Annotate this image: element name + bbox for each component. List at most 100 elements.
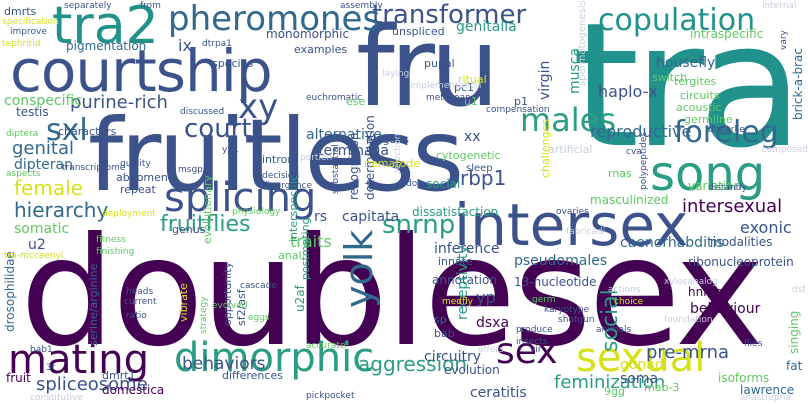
word: ribonucleoprotein [688, 255, 794, 269]
word: abdomen [116, 171, 168, 184]
word: intraspecific [690, 27, 764, 41]
word: sp [434, 313, 447, 326]
word: domestica [102, 383, 165, 397]
word: elegans [366, 133, 410, 146]
word: annotation [432, 273, 497, 287]
word: differences [222, 369, 283, 382]
word: challenges [539, 118, 552, 178]
word: distantly [708, 183, 748, 193]
word: cytogenetic [436, 149, 501, 162]
word: compensation [486, 105, 550, 115]
word: deployment [102, 209, 156, 219]
word: sxl [46, 113, 88, 148]
word: quality [120, 159, 151, 169]
word: ritual [458, 73, 487, 86]
word: reproductive [590, 122, 692, 141]
word: splicing [164, 175, 317, 221]
word: feminization [554, 372, 666, 393]
word: dtrpa1 [202, 39, 232, 49]
word: pickpocket [306, 391, 355, 401]
word: cascade [240, 281, 277, 291]
word: copulation [598, 3, 756, 38]
word: 13-nucleotide [514, 275, 597, 289]
word: somatic [14, 221, 70, 237]
word: innate [438, 255, 473, 268]
word: produce [516, 325, 553, 335]
word: brick-a-brac [791, 48, 805, 120]
word: circuits [680, 89, 720, 102]
word: fat [786, 359, 803, 373]
word: cva [626, 147, 642, 157]
word: repeat [120, 183, 156, 196]
word: internal [762, 1, 797, 11]
word: variation [688, 179, 742, 193]
word: actions [608, 285, 641, 295]
word: fruitless [88, 97, 464, 214]
word: eggs [248, 313, 270, 323]
word: u1 [464, 95, 478, 108]
word: genus [172, 223, 206, 236]
word: 3r [46, 363, 56, 373]
word: germline [684, 113, 733, 126]
word: specification [2, 17, 59, 27]
word: fruit [6, 371, 31, 385]
word: portion [300, 153, 333, 163]
word: diptera [6, 129, 39, 139]
word: foreleg [674, 115, 779, 150]
word: vibrate [177, 283, 190, 322]
word: masculinized [590, 193, 669, 207]
word: fabricadi [566, 227, 606, 237]
word: heads [126, 287, 154, 297]
word: intersexual [682, 196, 783, 217]
word: fru [356, 3, 500, 131]
word: germ [532, 295, 556, 305]
word: bab1 [30, 345, 53, 355]
word: lawrence [740, 383, 795, 397]
word: snrnp [382, 210, 456, 240]
word: rs [314, 209, 328, 225]
word: tra [572, 0, 804, 186]
word: choice [614, 297, 644, 307]
word: exonic [740, 218, 792, 237]
word: evolved [212, 301, 248, 311]
word: pre-mrna [646, 342, 730, 363]
word: fitness [96, 235, 126, 245]
word: 9gg [604, 385, 625, 398]
word: behaviour [690, 301, 761, 317]
word: transformer [372, 0, 527, 30]
word: isoforms [718, 371, 770, 385]
word: pc1 [454, 81, 475, 94]
word: decision [262, 171, 300, 181]
word: pheromones [168, 0, 381, 39]
word: gonad [620, 357, 664, 373]
word: inference [434, 241, 500, 257]
word: postmating [299, 217, 312, 280]
word: species [212, 57, 254, 70]
word: xy [238, 87, 279, 127]
word: tra-mccaenyl [4, 251, 64, 261]
word: spliceosome [36, 374, 148, 395]
word: evolution [444, 363, 500, 377]
word: dmrts [4, 5, 37, 18]
word: doublesex [20, 206, 764, 380]
word: genitalia [456, 19, 517, 35]
word: separately [64, 1, 112, 11]
word: virgin [537, 60, 553, 100]
word: discussed [180, 107, 225, 117]
word: song [650, 146, 766, 202]
word: characters [58, 125, 117, 138]
word: examples [294, 43, 348, 56]
word: karyotype [544, 305, 590, 315]
word: constitutive [30, 393, 84, 403]
word: nematode [364, 157, 420, 170]
word: rnas [608, 167, 632, 180]
word: metazoan [426, 93, 471, 103]
word: laying [382, 69, 410, 79]
word: pigmentation [66, 39, 147, 53]
word: monomorphic [266, 27, 350, 41]
word: males [520, 101, 617, 139]
word: ovaries [556, 207, 589, 217]
word: xylosanalog [664, 277, 718, 287]
word: yp1 [222, 145, 239, 155]
word: hierarchy [14, 198, 109, 222]
